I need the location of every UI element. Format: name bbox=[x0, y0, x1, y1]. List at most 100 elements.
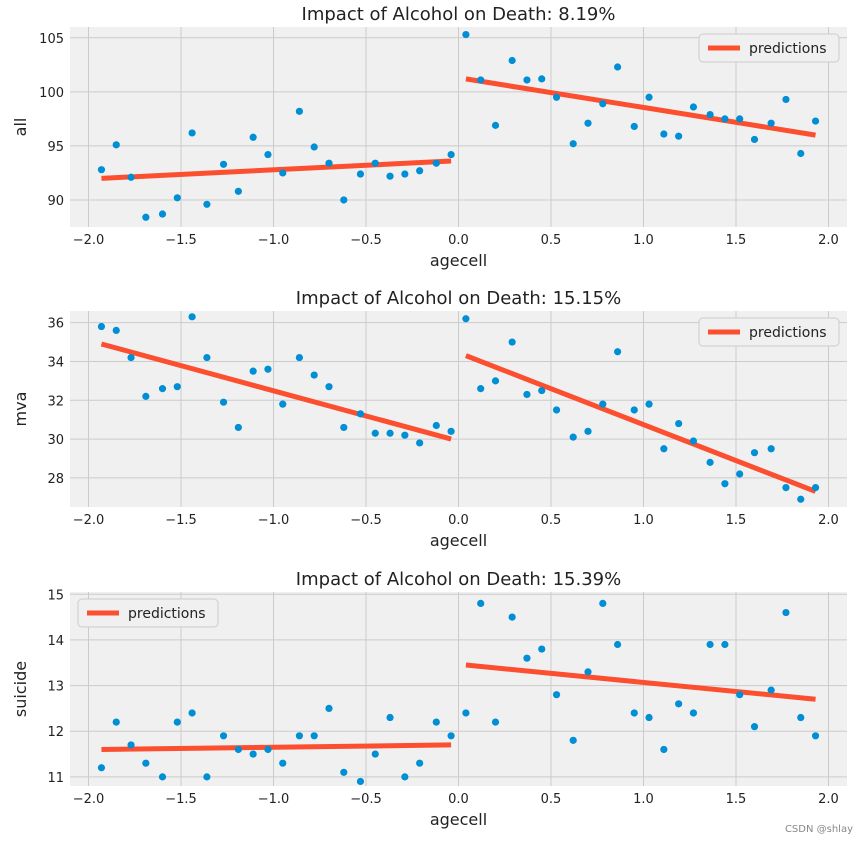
chart3-data-point bbox=[630, 709, 638, 717]
chart1-data-point bbox=[706, 110, 714, 119]
chart2-x-tick-label: 0.0 bbox=[448, 513, 469, 528]
chart2-data-point bbox=[356, 410, 365, 418]
chart1-x-tick-label: −1.0 bbox=[258, 233, 290, 248]
chart2-data-point bbox=[750, 449, 759, 457]
chart1-data-point bbox=[750, 135, 759, 144]
chart1-y-tick-label: 95 bbox=[47, 140, 64, 155]
chart3-title: Impact of Alcohol on Death: 15.39% bbox=[296, 569, 621, 590]
chart3-x-tick-label: −1.5 bbox=[165, 792, 197, 807]
chart1-data-point bbox=[721, 115, 729, 123]
chart2-data-point bbox=[447, 427, 455, 435]
chart3-data-point bbox=[325, 704, 333, 713]
chart3-x-tick-label: 0.5 bbox=[541, 792, 562, 807]
chart1-data-point bbox=[552, 93, 561, 101]
chart1-y-axis-label: all bbox=[11, 118, 30, 137]
chart3-data-point bbox=[401, 773, 409, 781]
chart2-x-tick-label: 2.0 bbox=[818, 513, 839, 528]
chart2-data-point bbox=[142, 392, 150, 400]
chart2-data-point bbox=[477, 385, 485, 393]
chart1-data-point bbox=[569, 140, 577, 148]
chart3-data-point bbox=[462, 709, 470, 717]
chart1-data-point bbox=[325, 159, 333, 167]
chart3-data-point bbox=[614, 640, 622, 649]
chart2-data-point bbox=[508, 338, 516, 346]
chart3-x-tick-label: 1.5 bbox=[726, 792, 747, 807]
chart3-x-tick-label: −1.0 bbox=[258, 792, 290, 807]
chart2-data-point bbox=[584, 427, 592, 435]
chart3-data-point bbox=[736, 691, 744, 699]
chart2-y-axis-label: mva bbox=[11, 392, 30, 427]
chart3-data-point bbox=[188, 709, 196, 717]
chart3-x-tick-label: 0.0 bbox=[448, 792, 469, 807]
chart2-x-tick-label: 0.5 bbox=[541, 513, 562, 528]
chart1-data-point bbox=[462, 30, 470, 39]
chart2-data-point bbox=[249, 367, 257, 375]
chart2-y-tick-label: 36 bbox=[47, 317, 64, 332]
chart2-title: Impact of Alcohol on Death: 15.15% bbox=[296, 288, 621, 309]
chart1-data-point bbox=[371, 159, 379, 167]
chart1-data-point bbox=[599, 100, 607, 108]
chart1-data-point bbox=[401, 170, 409, 178]
chart2-data-point bbox=[721, 480, 729, 488]
chart2-data-point bbox=[782, 483, 790, 492]
chart2-data-point bbox=[279, 400, 287, 408]
chart3-data-point bbox=[310, 732, 318, 740]
chart2-data-point bbox=[614, 348, 622, 356]
chart1-data-point bbox=[264, 150, 272, 159]
chart1-data-point bbox=[645, 93, 653, 101]
chart2-x-tick-label: 1.5 bbox=[726, 513, 747, 528]
chart2-data-point bbox=[416, 439, 424, 447]
chart1-data-point bbox=[689, 103, 698, 111]
chart3-data-point bbox=[660, 745, 668, 754]
chart2-y-tick-label: 30 bbox=[47, 433, 64, 448]
chart3-data-point bbox=[249, 750, 257, 758]
chart2-data-point bbox=[569, 433, 577, 441]
chart3-data-point bbox=[264, 745, 272, 754]
chart2-legend-label: predictions bbox=[749, 325, 827, 341]
chart3-data-point bbox=[584, 668, 592, 676]
chart1-x-tick-label: 1.0 bbox=[633, 233, 654, 248]
chart2-data-point bbox=[97, 322, 106, 331]
chart1-data-point bbox=[142, 213, 150, 221]
chart2-data-point bbox=[675, 419, 683, 428]
chart1-data-point bbox=[538, 75, 546, 83]
chart3-data-point bbox=[219, 732, 228, 740]
chart1-data-point bbox=[416, 167, 424, 175]
chart3-data-point bbox=[371, 750, 379, 758]
chart3-data-point bbox=[689, 709, 698, 717]
chart3-data-point bbox=[142, 759, 150, 767]
chart1-x-tick-label: −0.5 bbox=[350, 233, 382, 248]
chart3-data-point bbox=[279, 759, 287, 767]
chart3-data-point bbox=[234, 745, 242, 754]
chart2-x-tick-label: −0.5 bbox=[350, 513, 382, 528]
chart1-data-point bbox=[432, 159, 440, 167]
chart2-x-tick-label: 1.0 bbox=[633, 513, 654, 528]
chart1-data-point bbox=[767, 119, 775, 127]
chart1-data-point bbox=[158, 210, 167, 218]
chart1-legend-label: predictions bbox=[749, 41, 827, 57]
chart1-data-point bbox=[112, 141, 120, 149]
chart1-data-point bbox=[97, 166, 106, 174]
chart2-y-tick-label: 32 bbox=[47, 394, 64, 409]
chart2-data-point bbox=[552, 406, 561, 414]
chart2-data-point bbox=[112, 326, 120, 335]
chart3-y-axis-label: suicide bbox=[11, 661, 30, 717]
chart3-y-tick-label: 15 bbox=[47, 588, 64, 603]
chart1-data-point bbox=[203, 200, 211, 208]
chart1-data-point bbox=[736, 115, 744, 123]
chart3-data-point bbox=[767, 686, 775, 694]
chart2-data-point bbox=[295, 353, 303, 362]
chart1-data-point bbox=[173, 194, 181, 202]
chart3-x-tick-label: 2.0 bbox=[818, 792, 839, 807]
chart1-data-point bbox=[491, 121, 500, 129]
chart2-data-point bbox=[767, 445, 775, 453]
chart3-data-point bbox=[477, 599, 485, 608]
chart2-x-axis-label: agecell bbox=[430, 531, 487, 550]
chart1-x-tick-label: −2.0 bbox=[73, 233, 105, 248]
chart2-y-tick-label: 28 bbox=[47, 472, 64, 487]
chart2-y-tick-label: 34 bbox=[47, 355, 64, 370]
chart2-prediction-line bbox=[100, 341, 452, 442]
chart3-data-point bbox=[416, 759, 424, 767]
chart1-data-point bbox=[188, 129, 196, 137]
chart3-data-point bbox=[203, 773, 211, 781]
